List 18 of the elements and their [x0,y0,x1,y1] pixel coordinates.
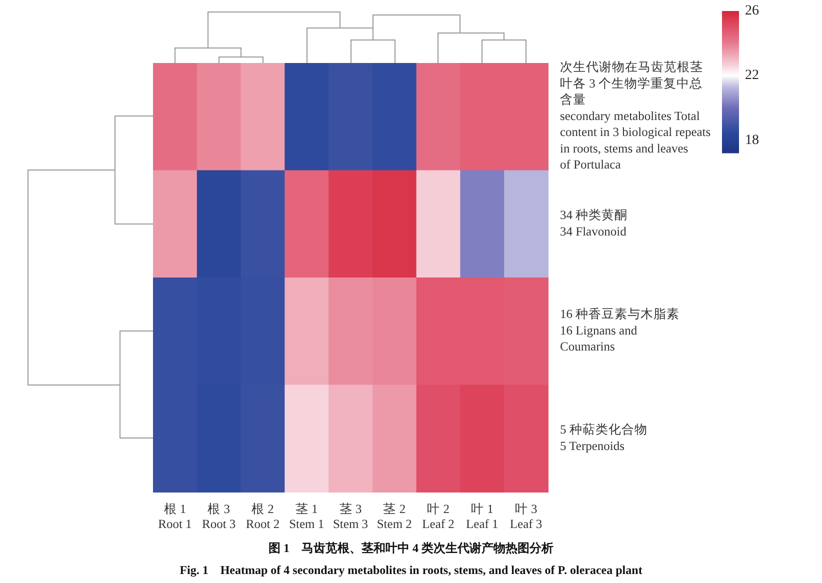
x-tick-label: 根 3 Root 3 [202,502,236,531]
y-tick-label: 次生代谢物在马齿苋根茎叶各 3 个生物学重复中总含量 secondary metabolites Total content in 3 biological repeats in roots, stems and leaves of Portulaca [560,60,711,172]
x-tick-label: 叶 2 Leaf 2 [422,502,454,531]
x-tick-label: 叶 1 Leaf 1 [466,502,498,531]
x-tick-label: 茎 1 Stem 1 [289,502,324,531]
color-bar-label: 22 [745,68,759,84]
x-tick-label: 叶 3 Leaf 3 [510,502,542,531]
text: 图 1 马齿苋根、茎和叶中 4 类次生代谢产物热图分析 [268,541,554,556]
x-tick-label: 茎 3 Stem 3 [332,502,368,531]
y-tick-label: 34 种类黄酮 34 Flavonoid [560,208,628,238]
color-bar-label: 18 [745,132,759,148]
color-bar-label: 26 [745,4,759,19]
x-tick-label: 根 2 Root 2 [246,502,280,531]
x-tick-label: 根 1 Root 1 [158,502,192,531]
y-tick-label: 5 种萜类化合物 5 Terpenoids [560,422,648,453]
y-tick-label: 16 种香豆素与木脂素 16 Lignans and Coumarins [560,307,680,354]
x-tick-label: 茎 2 Stem 2 [376,502,412,531]
text: Fig. 1 Heatmap of 4 secondary metabolites in roots, stems, and leaves of P. oleracea plant [180,563,642,578]
